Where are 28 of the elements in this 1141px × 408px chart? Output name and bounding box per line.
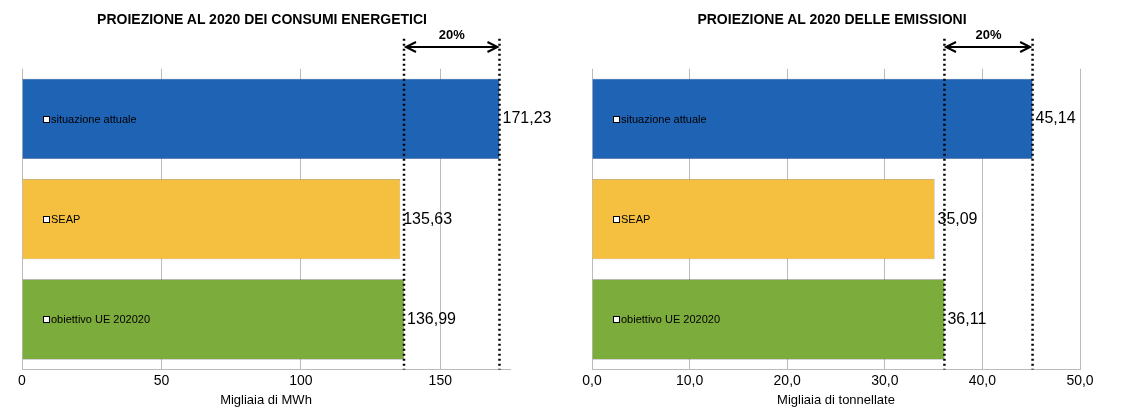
y-tick-label: SEAP	[51, 213, 81, 226]
y-tick-label: obiettivo UE 202020	[51, 313, 151, 326]
x-tick-label: 20,0	[773, 371, 802, 388]
data-label: 45,14	[1035, 109, 1076, 127]
data-label: 35,09	[937, 209, 978, 227]
x-axis-title: Migliaia di MWh	[220, 391, 312, 407]
y-tick-label: SEAP	[621, 213, 651, 226]
x-tick-label: 150	[428, 371, 453, 388]
y-tick-label: situazione attuale	[51, 112, 137, 125]
y-tick-label: situazione attuale	[621, 112, 707, 125]
text: 20%	[975, 26, 1002, 42]
x-tick-label: 30,0	[871, 371, 899, 388]
chart-title: PROIEZIONE AL 2020 DELLE EMISSIONI	[697, 11, 967, 28]
y-tick-label: obiettivo UE 202020	[621, 313, 721, 326]
x-tick-label: 50	[153, 371, 170, 388]
x-tick-label: 50,0	[1066, 371, 1094, 388]
data-label: 36,11	[947, 309, 987, 327]
x-tick-label: 0	[18, 371, 27, 388]
data-label: 135,63	[403, 209, 453, 227]
text: 20%	[438, 26, 466, 42]
data-label: 136,99	[407, 309, 457, 327]
data-label: 171,23	[502, 109, 552, 127]
x-axis-title: Migliaia di tonnellate	[777, 391, 895, 407]
x-tick-label: 100	[289, 371, 313, 388]
x-tick-label: 0,0	[582, 371, 602, 388]
x-tick-label: 40,0	[968, 371, 997, 388]
x-tick-label: 10,0	[675, 371, 704, 388]
chart-title: PROIEZIONE AL 2020 DEI CONSUMI ENERGETICI	[97, 11, 427, 28]
